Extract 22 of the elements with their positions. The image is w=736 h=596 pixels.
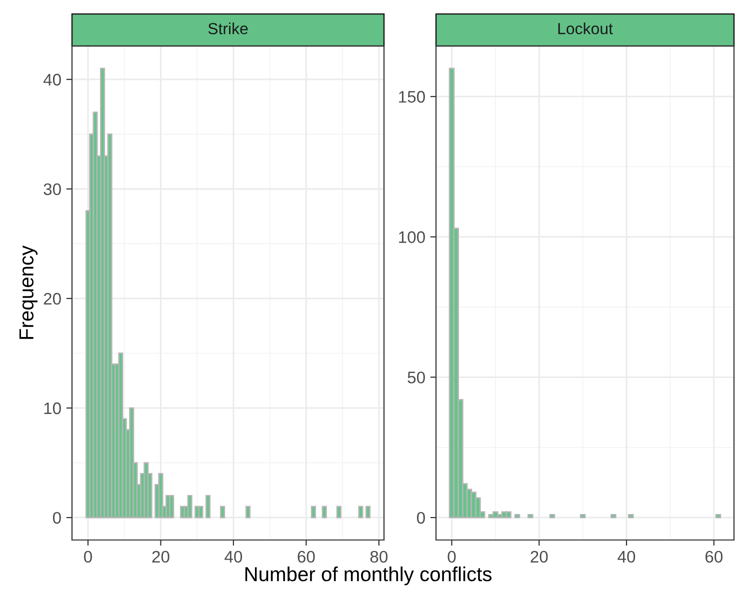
y-tick-label: 20 <box>44 292 61 305</box>
chart-title: Strike <box>208 22 248 34</box>
x-axis-title: Number of monthly conflicts <box>245 566 492 586</box>
x-tick-label: 80 <box>370 550 388 563</box>
y-axis-title: Frequency <box>19 245 38 339</box>
x-tick-label: 60 <box>298 550 315 563</box>
chart-title: Lockout <box>558 22 613 34</box>
x-tick-label: 20 <box>152 550 170 563</box>
y-tick-label: 150 <box>399 90 425 103</box>
x-tick-label: 40 <box>224 550 242 563</box>
x-tick-label: 60 <box>705 550 723 563</box>
x-tick-label: 20 <box>530 550 548 563</box>
x-tick-label: 40 <box>618 550 636 563</box>
y-tick-label: 50 <box>408 372 425 384</box>
y-tick-label: 30 <box>44 183 61 196</box>
y-tick-label: 0 <box>416 512 425 524</box>
x-tick-label: 0 <box>448 550 456 563</box>
y-tick-label: 10 <box>44 402 61 414</box>
y-tick-label: 40 <box>43 74 61 86</box>
y-tick-label: 100 <box>399 231 425 244</box>
y-tick-label: 0 <box>52 512 61 524</box>
x-tick-label: 0 <box>84 550 92 563</box>
